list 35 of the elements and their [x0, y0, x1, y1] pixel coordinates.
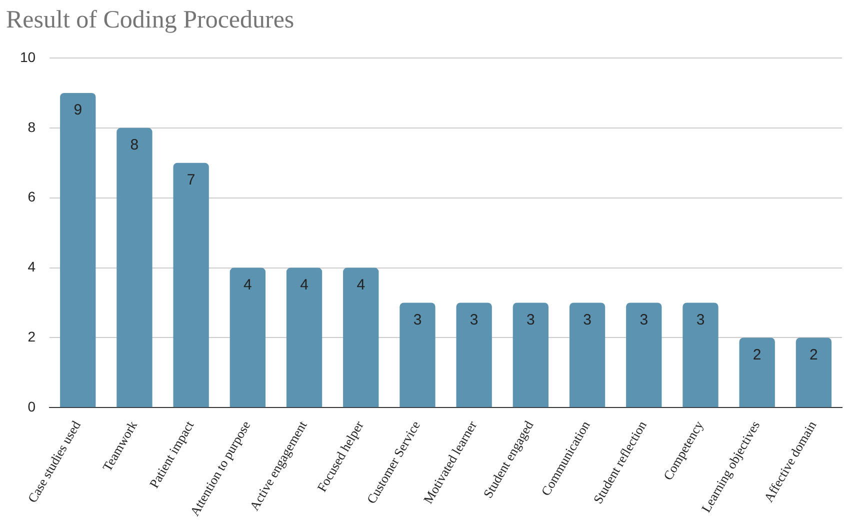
bar	[400, 302, 436, 408]
bar	[286, 268, 322, 408]
data-label: 4	[244, 276, 252, 294]
data-label: 2	[752, 346, 762, 364]
data-label: 3	[640, 311, 648, 328]
chart-title: Result of Coding Procedures	[6, 6, 294, 34]
bar	[343, 268, 379, 408]
y-tick-label: 4	[28, 258, 36, 275]
data-label: 3	[413, 311, 422, 328]
data-label: 9	[74, 102, 82, 119]
bar	[173, 162, 209, 408]
bar	[230, 268, 266, 408]
data-label: 3	[526, 311, 535, 328]
data-label: 2	[810, 346, 818, 364]
bar	[739, 338, 775, 408]
bar	[626, 302, 662, 408]
bar	[512, 302, 549, 408]
data-label: 4	[356, 276, 366, 294]
bar	[116, 128, 152, 408]
y-tick-label: 8	[28, 118, 36, 135]
bar	[569, 302, 606, 408]
y-tick-label: 2	[28, 328, 36, 345]
data-label: 3	[696, 311, 705, 328]
bar	[456, 302, 492, 408]
bar	[796, 338, 832, 408]
data-label: 7	[186, 172, 196, 189]
data-label: 3	[470, 311, 478, 328]
data-label: 3	[583, 311, 592, 328]
y-tick-label: 0	[28, 398, 36, 414]
y-tick-label: 6	[28, 188, 36, 205]
data-label: 4	[300, 276, 308, 294]
bar	[682, 302, 718, 408]
bar	[60, 92, 96, 408]
data-label: 8	[130, 136, 139, 154]
y-tick-label: 10	[20, 48, 36, 65]
